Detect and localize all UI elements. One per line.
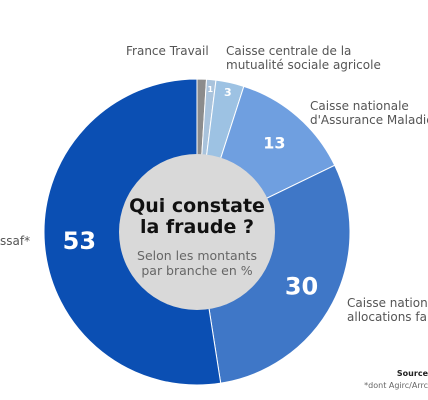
value-label-2: 3 (224, 86, 232, 99)
label-cnam-line2: d'Assurance Maladie (310, 113, 428, 127)
value-label-1: 1 (208, 85, 214, 94)
value-label-3: 13 (263, 133, 285, 152)
label-cnam-line1: Caisse nationale (310, 99, 409, 113)
label-france-travail: France Travail (126, 44, 209, 58)
chart-subtitle-line2: par branche en % (141, 263, 253, 278)
label-caf: Caisse national allocations fam (347, 296, 428, 324)
donut-center (119, 154, 275, 310)
chart-subtitle: Selon les montants par branche en % (120, 248, 274, 278)
chart-subtitle-line1: Selon les montants (137, 248, 257, 263)
source-label: Source (396, 369, 428, 378)
chart-title-line1: Qui constate (129, 195, 265, 217)
chart-title-line2: la fraude ? (139, 216, 255, 238)
value-label-5: 53 (63, 227, 96, 255)
value-label-4: 30 (285, 273, 318, 301)
label-cnam: Caisse nationale d'Assurance Maladie (310, 99, 428, 127)
footnote: *dont Agirc/Arrc (364, 381, 428, 390)
label-msa-line2: mutualité sociale agricole (226, 58, 381, 72)
label-msa-line1: Caisse centrale de la (226, 44, 352, 58)
label-caf-line1: Caisse national (347, 296, 428, 310)
chart-title: Qui constate la fraude ? (120, 196, 274, 238)
label-msa: Caisse centrale de la mutualité sociale … (226, 44, 381, 72)
label-caf-line2: allocations fam (347, 310, 428, 324)
label-urssaf: ssaf* (0, 234, 31, 248)
